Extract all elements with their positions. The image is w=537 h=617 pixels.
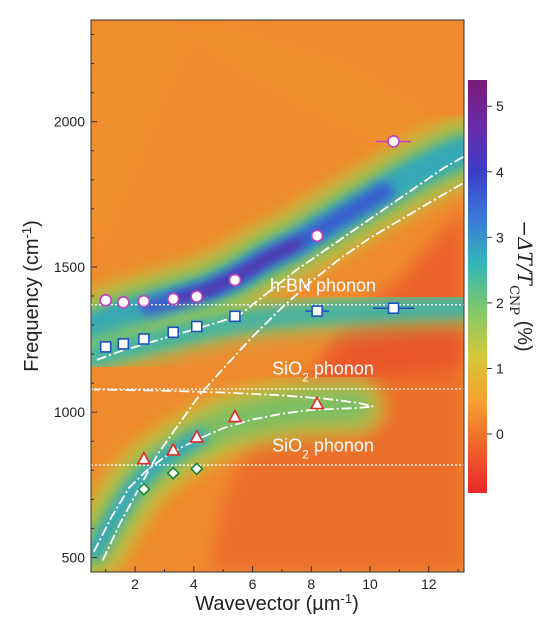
colorbar-tick-label: 4 <box>496 164 504 180</box>
data-point-square <box>99 341 112 353</box>
x-axis-title-sup: -1 <box>341 591 353 606</box>
phonon-annotation: SiO2 phonon <box>272 435 374 461</box>
colorbar-tick-label: 3 <box>496 229 504 245</box>
x-tick-label: 4 <box>190 576 198 592</box>
data-point-diamond <box>166 466 180 480</box>
heatmap-upper-glow <box>91 20 464 267</box>
phonon-annotation: h-BN phonon <box>270 276 376 296</box>
data-point-circle <box>190 290 204 303</box>
theory-curve-light <box>101 181 464 561</box>
data-point-diamond <box>137 482 151 496</box>
colorbar: 0 1 2 3 4 5 −ΔT/TCNP (%) <box>468 80 537 493</box>
phonon-annotation: SiO2 phonon <box>272 358 374 384</box>
x-tick-label: 6 <box>249 576 257 592</box>
data-point-square <box>117 338 130 350</box>
y-tick-label: 1500 <box>54 259 85 275</box>
x-tick-label: 10 <box>362 576 378 592</box>
y-tick-label: 1000 <box>54 404 85 420</box>
annotations: h-BN phonon SiO2 phonon SiO2 phonon <box>270 276 376 462</box>
y-axis-title: Frequency (cm-1) <box>19 220 44 372</box>
data-point-triangle <box>136 451 152 465</box>
y-tick-label: 500 <box>62 549 86 565</box>
plot-overlay <box>91 135 464 561</box>
data-point-circle <box>117 296 130 309</box>
x-axis-ticks: 2 4 6 8 10 12 <box>105 566 459 592</box>
data-point-circle <box>137 294 151 308</box>
data-point-circle <box>166 292 180 306</box>
data-point-circle <box>310 229 324 243</box>
data-point-triangle <box>165 442 181 456</box>
theory-curve-lower <box>93 388 374 553</box>
data-point-triangle <box>309 395 325 410</box>
colorbar-gradient <box>468 80 487 493</box>
data-point-square <box>387 302 400 315</box>
data-point-square <box>167 326 180 339</box>
y-axis-ticks: 500 1000 1500 2000 <box>54 34 97 565</box>
y-tick-label: 2000 <box>54 114 85 130</box>
x-axis-title: Wavevector (µm-1) <box>195 591 358 616</box>
colorbar-title: −ΔT/TCNP (%) <box>507 220 537 351</box>
data-point-diamond <box>190 462 204 476</box>
data-point-circle <box>228 273 242 287</box>
colorbar-tick-label: 2 <box>496 295 504 311</box>
data-point-triangle <box>189 429 205 443</box>
data-point-square <box>138 333 150 345</box>
x-tick-label: 12 <box>421 576 437 592</box>
colorbar-title-sub: CNP <box>507 285 522 315</box>
colorbar-ticks: 0 1 2 3 4 5 <box>487 98 504 442</box>
colorbar-tick-label: 0 <box>496 426 504 442</box>
theory-curve-upper <box>96 155 464 361</box>
x-tick-label: 8 <box>307 576 315 592</box>
x-tick-label: 2 <box>131 576 139 592</box>
data-point-triangle <box>227 408 243 423</box>
colorbar-tick-label: 1 <box>496 360 504 376</box>
data-point-circle <box>99 294 112 307</box>
data-point-square <box>190 320 203 333</box>
data-point-square <box>311 305 323 317</box>
data-point-circle <box>387 135 400 148</box>
y-axis-title-sup: -1 <box>19 227 34 239</box>
colorbar-tick-label: 5 <box>496 98 504 114</box>
data-point-square <box>229 310 241 323</box>
